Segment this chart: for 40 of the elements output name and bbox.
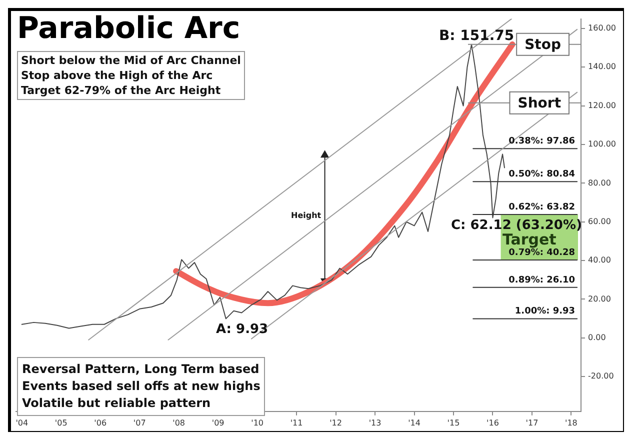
annotation: B: 151.75 bbox=[439, 28, 514, 44]
x-tick-label: '13 bbox=[368, 418, 382, 428]
y-tick-label: 100.00 bbox=[588, 140, 616, 149]
x-tick-label: '10 bbox=[251, 418, 264, 428]
x-tick-label: '14 bbox=[408, 418, 420, 428]
y-tick-label: 120.00 bbox=[588, 100, 616, 110]
x-tick-label: '18 bbox=[565, 418, 578, 428]
series-label: 0.50%: 80.84 bbox=[508, 169, 576, 180]
x-tick-label: '12 bbox=[330, 418, 342, 428]
y-tick-label: 40.00 bbox=[588, 256, 611, 265]
y-tick-label: 0.00 bbox=[588, 332, 606, 342]
series-label: 0.79%: 40.28 bbox=[508, 248, 576, 258]
series-label: 0.89%: 26.10 bbox=[508, 275, 576, 286]
annotation: Short below the Mid of Arc Channel Stop above the High of the Arc Target 62-79% of the Arc Height bbox=[17, 51, 245, 100]
x-tick-label: '17 bbox=[526, 418, 538, 428]
x-tick-label: '07 bbox=[133, 418, 146, 428]
x-tick-label: '11 bbox=[290, 418, 303, 428]
annotation: Reversal Pattern, Long Term based Events based sell offs at new highs Volatile but reliable pattern bbox=[17, 357, 266, 416]
y-tick-label: 20.00 bbox=[588, 294, 611, 304]
annotation: Height bbox=[291, 211, 322, 220]
x-tick-label: '16 bbox=[486, 418, 499, 428]
y-tick-label: 60.00 bbox=[588, 216, 611, 226]
ref-line-label: Stop bbox=[524, 37, 562, 54]
y-tick-label: 160.00 bbox=[588, 24, 616, 33]
ref-line-label: Short bbox=[518, 96, 562, 112]
x-tick-label: '06 bbox=[94, 418, 107, 428]
series-label: 0.38%: 97.86 bbox=[508, 136, 576, 146]
y-tick-label: 140.00 bbox=[588, 62, 616, 72]
series-label: 0.62%: 63.82 bbox=[508, 202, 576, 212]
y-tick-label: 80.00 bbox=[588, 178, 611, 188]
x-tick-label: '15 bbox=[447, 418, 460, 428]
series-label: 1.00%: 9.93 bbox=[514, 306, 576, 317]
x-tick-label: '08 bbox=[172, 418, 186, 428]
x-tick-label: '09 bbox=[212, 418, 224, 428]
annotation: A: 9.93 bbox=[216, 322, 268, 337]
chart-title: Parabolic Arc bbox=[17, 11, 240, 47]
band-label: Target bbox=[502, 230, 556, 248]
y-tick-label: -20.00 bbox=[588, 372, 614, 381]
x-tick-label: '04 bbox=[16, 418, 28, 428]
x-tick-label: '05 bbox=[54, 418, 68, 428]
